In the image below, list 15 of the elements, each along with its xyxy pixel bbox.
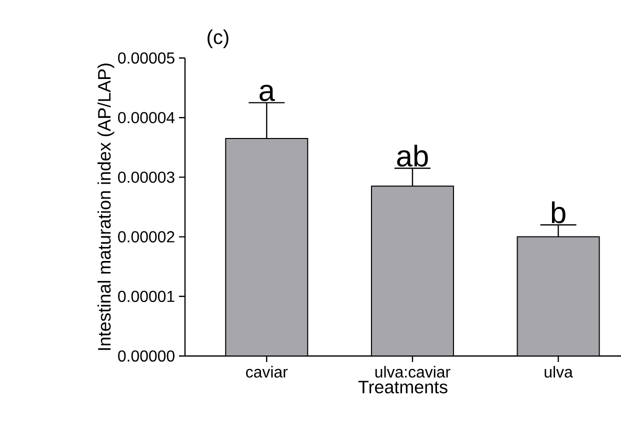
x-tick-label: caviar	[246, 366, 288, 378]
y-tick-label: 0.00002	[118, 231, 174, 242]
chart-title: (c)	[208, 30, 228, 48]
x-axis-title: Treatments	[358, 380, 448, 394]
annotation: ab	[397, 144, 428, 167]
annotation: a	[260, 84, 275, 102]
annotation: b	[552, 201, 566, 224]
y-tick-label: 0.00001	[118, 290, 174, 302]
x-tick-label: ulva	[544, 366, 573, 378]
y-tick-label: 0.00000	[118, 350, 174, 362]
x-tick-label: ulva:caviar	[375, 366, 450, 378]
y-axis-title: Intestinal maturation index (AP/LAP)	[98, 64, 114, 350]
y-tick-label: 0.00003	[118, 172, 174, 183]
y-tick-label: 0.00004	[118, 112, 175, 124]
y-tick-label: 0.00005	[118, 52, 174, 64]
